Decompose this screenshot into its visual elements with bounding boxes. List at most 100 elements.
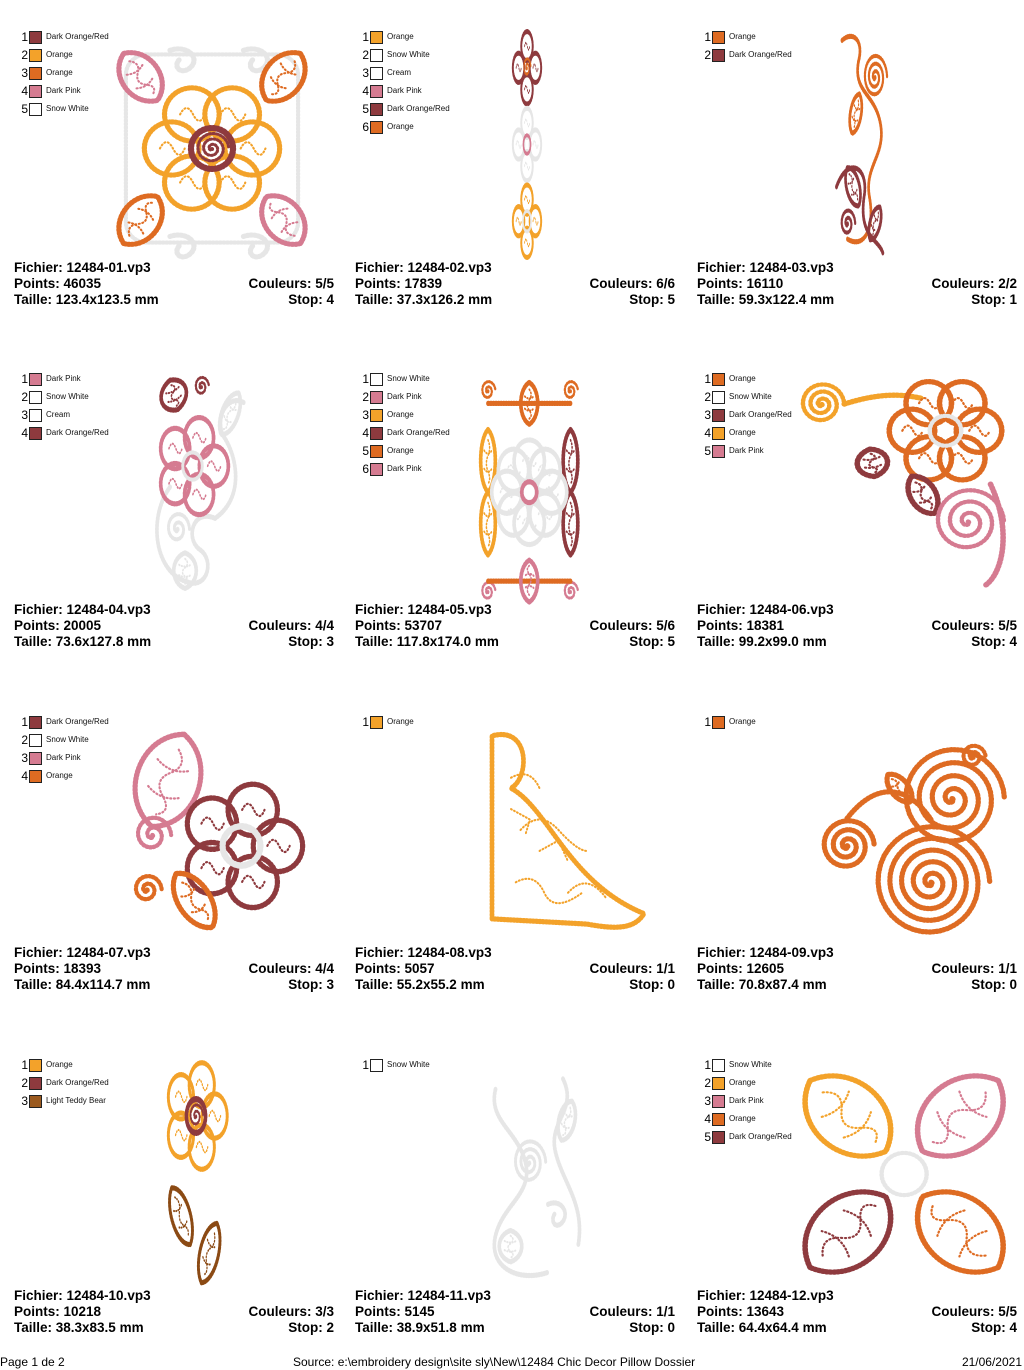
- embroidery-preview: [473, 372, 623, 605]
- thread-number: 1: [362, 30, 369, 44]
- thread-name: Dark Pink: [387, 392, 422, 401]
- thread-legend: 1 Orange: [360, 713, 414, 731]
- thread-name: Orange: [387, 32, 414, 41]
- thread-name: Dark Orange/Red: [729, 1132, 792, 1141]
- thread-swatch: [370, 30, 383, 44]
- legend-row: 2 Dark Pink: [360, 388, 450, 406]
- thread-swatch: [370, 372, 383, 386]
- color-count: Couleurs: 2/2: [931, 276, 1017, 291]
- thread-number: 4: [362, 426, 369, 440]
- thread-number: 2: [21, 48, 28, 62]
- thread-number: 3: [21, 751, 28, 765]
- design-card: 1 Dark Orange/Red 2 Snow White 3 Dark Pink 4 Or…: [14, 707, 344, 1027]
- thread-number: 4: [21, 426, 28, 440]
- design-card: 1 Dark Pink 2 Snow White 3 Cream 4 Dark Orange/…: [14, 364, 344, 684]
- thread-name: Dark Orange/Red: [46, 717, 109, 726]
- file-name: Fichier: 12484-09.vp3: [697, 945, 834, 960]
- thread-number: 2: [21, 390, 28, 404]
- thread-swatch: [370, 426, 383, 440]
- thread-name: Orange: [46, 50, 73, 59]
- color-count: Couleurs: 1/1: [589, 961, 675, 976]
- thread-name: Dark Orange/Red: [387, 104, 450, 113]
- legend-row: 5 Dark Pink: [702, 442, 792, 460]
- design-info: Fichier: 12484-06.vp3 Points: 18381 Couleu…: [697, 602, 1017, 650]
- thread-name: Dark Pink: [387, 464, 422, 473]
- legend-row: 3 Dark Orange/Red: [702, 406, 792, 424]
- thread-legend: 1 Orange 2 Snow White 3 Dark Orange/Red 4 Orang…: [702, 370, 792, 460]
- file-name: Fichier: 12484-12.vp3: [697, 1288, 834, 1303]
- source-path: Source: e:\embroidery design\site sly\Ne…: [293, 1355, 696, 1369]
- thread-swatch: [370, 408, 383, 422]
- thread-name: Orange: [729, 1114, 756, 1123]
- thread-number: 2: [21, 1076, 28, 1090]
- design-size: Taille: 84.4x114.7 mm: [14, 977, 151, 992]
- thread-name: Dark Orange/Red: [46, 32, 109, 41]
- thread-swatch: [29, 769, 42, 783]
- design-size: Taille: 59.3x122.4 mm: [697, 292, 835, 307]
- file-name: Fichier: 12484-11.vp3: [355, 1288, 491, 1303]
- legend-row: 1 Orange: [360, 713, 414, 731]
- thread-number: 4: [704, 426, 711, 440]
- embroidery-preview: [160, 1058, 280, 1290]
- design-size: Taille: 64.4x64.4 mm: [697, 1320, 827, 1335]
- thread-swatch: [370, 390, 383, 404]
- design-card: 1 Orange 2 Dark Orange/Red Fichier: 12484-0…: [697, 22, 1024, 342]
- legend-row: 5 Dark Orange/Red: [702, 1128, 792, 1146]
- thread-swatch: [29, 733, 42, 747]
- design-size: Taille: 70.8x87.4 mm: [697, 977, 827, 992]
- thread-number: 6: [362, 462, 369, 476]
- legend-row: 3 Orange: [19, 64, 109, 82]
- stitch-count: Points: 5145: [355, 1304, 435, 1319]
- thread-swatch: [712, 48, 725, 62]
- thread-name: Orange: [46, 1060, 73, 1069]
- thread-number: 2: [704, 48, 711, 62]
- stop-count: Stop: 2: [288, 1320, 334, 1335]
- print-date: 21/06/2021: [961, 1355, 1022, 1369]
- stitch-count: Points: 20005: [14, 618, 102, 633]
- stitch-count: Points: 12605: [697, 961, 785, 976]
- legend-row: 3 Orange: [360, 406, 450, 424]
- thread-name: Orange: [387, 446, 414, 455]
- thread-name: Snow White: [46, 104, 89, 113]
- thread-swatch: [712, 1058, 725, 1072]
- design-info: Fichier: 12484-11.vp3 Points: 5145 Couleur…: [355, 1288, 675, 1336]
- design-info: Fichier: 12484-03.vp3 Points: 16110 Couleu…: [697, 260, 1017, 308]
- stitch-count: Points: 16110: [697, 276, 784, 291]
- thread-swatch: [29, 1058, 42, 1072]
- thread-swatch: [712, 1112, 725, 1126]
- legend-row: 3 Cream: [360, 64, 450, 82]
- stitch-count: Points: 13643: [697, 1304, 785, 1319]
- thread-name: Dark Orange/Red: [46, 1078, 109, 1087]
- legend-row: 1 Dark Orange/Red: [19, 28, 109, 46]
- color-count: Couleurs: 1/1: [589, 1304, 675, 1319]
- design-size: Taille: 38.3x83.5 mm: [14, 1320, 144, 1335]
- thread-name: Dark Orange/Red: [729, 410, 792, 419]
- legend-row: 1 Orange: [702, 713, 756, 731]
- legend-row: 1 Snow White: [360, 370, 450, 388]
- design-info: Fichier: 12484-05.vp3 Points: 53707 Couleu…: [355, 602, 675, 650]
- design-info: Fichier: 12484-07.vp3 Points: 18393 Couleu…: [14, 945, 334, 993]
- thread-swatch: [29, 408, 42, 422]
- stop-count: Stop: 3: [288, 634, 334, 649]
- thread-name: Orange: [729, 428, 756, 437]
- thread-number: 5: [21, 102, 28, 116]
- file-name: Fichier: 12484-01.vp3: [14, 260, 151, 275]
- thread-number: 6: [362, 120, 369, 134]
- thread-name: Orange: [729, 717, 756, 726]
- design-card: 1 Orange Fichier: 12484-09.vp3 Points: 126…: [697, 707, 1024, 1027]
- stop-count: Stop: 0: [629, 977, 675, 992]
- legend-row: 5 Orange: [360, 442, 450, 460]
- thread-number: 3: [704, 1094, 711, 1108]
- design-info: Fichier: 12484-09.vp3 Points: 12605 Couleu…: [697, 945, 1017, 993]
- legend-row: 4 Orange: [19, 767, 109, 785]
- legend-row: 4 Dark Pink: [360, 82, 450, 100]
- thread-name: Cream: [387, 68, 412, 77]
- thread-swatch: [370, 84, 383, 98]
- legend-row: 1 Orange: [702, 370, 792, 388]
- thread-swatch: [370, 102, 383, 116]
- file-name: Fichier: 12484-05.vp3: [355, 602, 492, 617]
- legend-row: 1 Dark Pink: [19, 370, 109, 388]
- thread-swatch: [712, 444, 725, 458]
- stitch-count: Points: 46035: [14, 276, 102, 291]
- embroidery-preview: [511, 29, 591, 260]
